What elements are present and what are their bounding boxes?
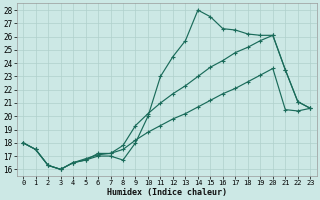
X-axis label: Humidex (Indice chaleur): Humidex (Indice chaleur): [107, 188, 227, 197]
